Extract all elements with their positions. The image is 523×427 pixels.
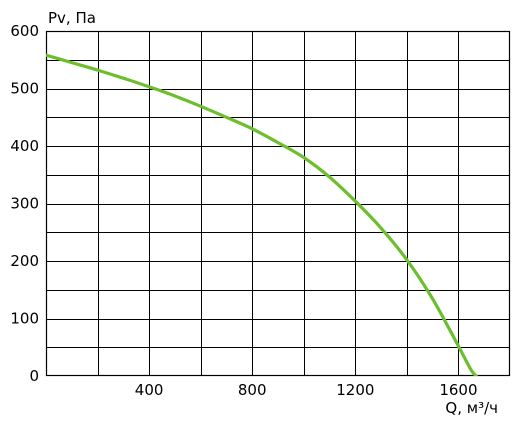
y-tick-label: 200 bbox=[10, 252, 39, 270]
y-tick-label: 300 bbox=[10, 195, 39, 213]
y-tick-label: 0 bbox=[29, 367, 39, 385]
pressure-curve bbox=[46, 53, 479, 376]
y-tick-label: 600 bbox=[10, 22, 39, 40]
y-tick-label: 100 bbox=[10, 310, 39, 328]
plot-border bbox=[45, 30, 511, 377]
x-tick-label: 400 bbox=[135, 381, 164, 399]
y-axis-title: Pv, Па bbox=[48, 9, 96, 27]
y-tick-labels: 0 100 200 300 400 500 600 bbox=[10, 22, 39, 385]
grid-lines bbox=[46, 31, 510, 376]
y-tick-label: 400 bbox=[10, 137, 39, 155]
x-tick-labels: 400 800 1200 1600 bbox=[135, 381, 478, 399]
plot-frame bbox=[45, 30, 511, 377]
y-tick-label: 500 bbox=[10, 80, 39, 98]
x-tick-label: 1200 bbox=[336, 381, 374, 399]
data-curves bbox=[46, 53, 479, 376]
x-tick-label: 800 bbox=[238, 381, 267, 399]
x-axis-title: Q, м³/ч bbox=[445, 399, 498, 417]
x-tick-label: 1600 bbox=[439, 381, 477, 399]
